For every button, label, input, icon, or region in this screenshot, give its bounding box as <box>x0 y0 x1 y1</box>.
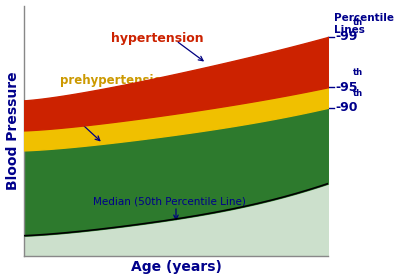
Text: -90: -90 <box>336 101 358 114</box>
X-axis label: Age (years): Age (years) <box>130 260 222 274</box>
Text: hypertension: hypertension <box>111 32 204 45</box>
Text: th: th <box>353 18 363 27</box>
Text: -95: -95 <box>336 81 358 94</box>
Text: th: th <box>353 89 363 98</box>
Text: -99: -99 <box>336 30 358 43</box>
Y-axis label: Blood Pressure: Blood Pressure <box>6 72 20 190</box>
Text: prehypertension: prehypertension <box>60 74 170 87</box>
Text: Percentile
Lines: Percentile Lines <box>334 13 394 35</box>
Text: normal: normal <box>42 112 91 125</box>
Text: th: th <box>353 68 363 77</box>
Text: Median (50th Percentile Line): Median (50th Percentile Line) <box>94 196 246 206</box>
